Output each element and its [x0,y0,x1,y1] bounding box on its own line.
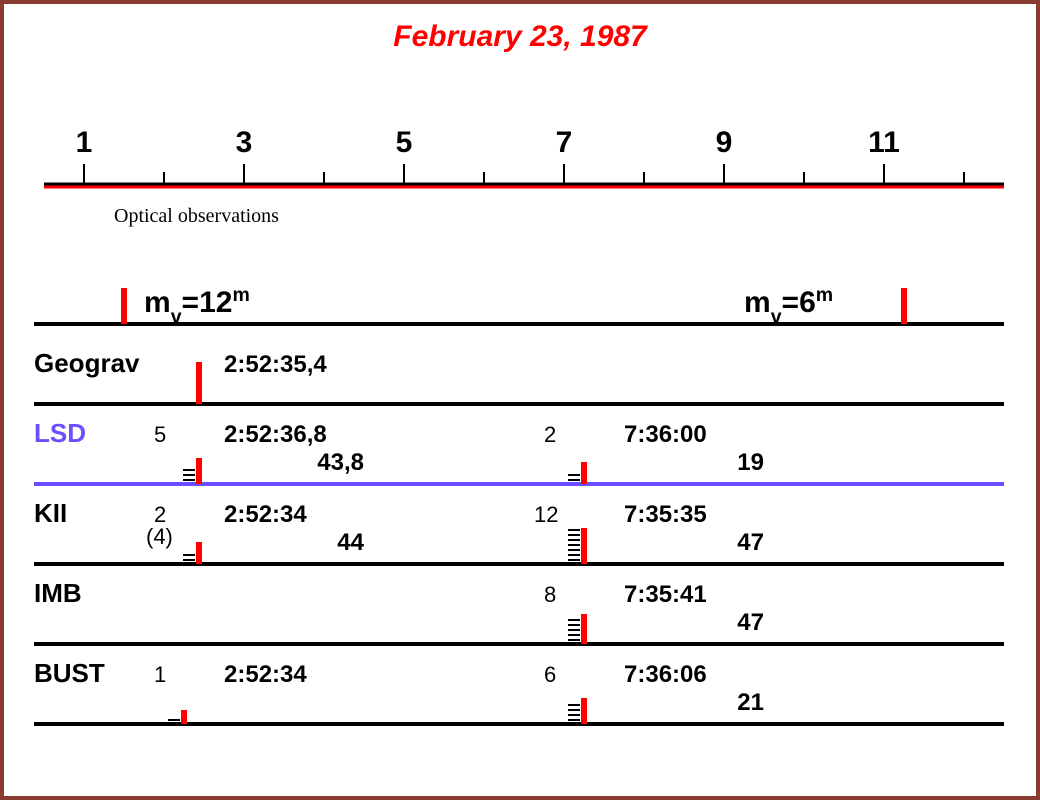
svg-text:7:36:00: 7:36:00 [624,421,707,448]
svg-text:44: 44 [337,529,364,556]
svg-text:6: 6 [544,662,556,687]
svg-text:7:36:06: 7:36:06 [624,661,707,688]
svg-text:43,8: 43,8 [317,449,364,476]
svg-text:5: 5 [396,126,413,159]
svg-text:8: 8 [544,582,556,607]
diagram-frame: February 23, 1987 1357911Optical observa… [0,0,1040,800]
svg-text:2:52:36,8: 2:52:36,8 [224,421,327,448]
svg-text:12: 12 [534,502,558,527]
svg-text:1: 1 [76,126,93,159]
svg-text:mv=12m: mv=12m [144,284,250,328]
timeline-chart: 1 3 5 7 9 11 Optical observations mv=12m mv=6m Ge… [4,4,1036,796]
svg-text:7:35:35: 7:35:35 [624,501,707,528]
svg-text:11: 11 [868,126,900,159]
svg-text:7: 7 [556,126,573,159]
svg-text:LSD: LSD [34,418,86,448]
svg-text:mv=6m: mv=6m [744,284,833,328]
svg-text:BUST: BUST [34,658,105,688]
svg-text:3: 3 [236,126,253,159]
svg-text:Optical observations: Optical observations [114,205,279,227]
svg-text:(4): (4) [146,524,173,549]
svg-text:5: 5 [154,422,166,447]
svg-text:KII: KII [34,498,67,528]
svg-text:9: 9 [716,126,733,159]
svg-text:2:52:34: 2:52:34 [224,501,307,528]
svg-text:IMB: IMB [34,578,82,608]
svg-text:7:35:41: 7:35:41 [624,581,707,608]
svg-text:19: 19 [737,449,764,476]
svg-text:Geograv: Geograv [34,348,140,378]
svg-text:2:52:34: 2:52:34 [224,661,307,688]
svg-text:2:52:35,4: 2:52:35,4 [224,351,327,378]
svg-text:47: 47 [737,609,764,636]
svg-text:1: 1 [154,662,166,687]
svg-text:47: 47 [737,529,764,556]
svg-text:21: 21 [737,689,764,716]
svg-text:2: 2 [544,422,556,447]
